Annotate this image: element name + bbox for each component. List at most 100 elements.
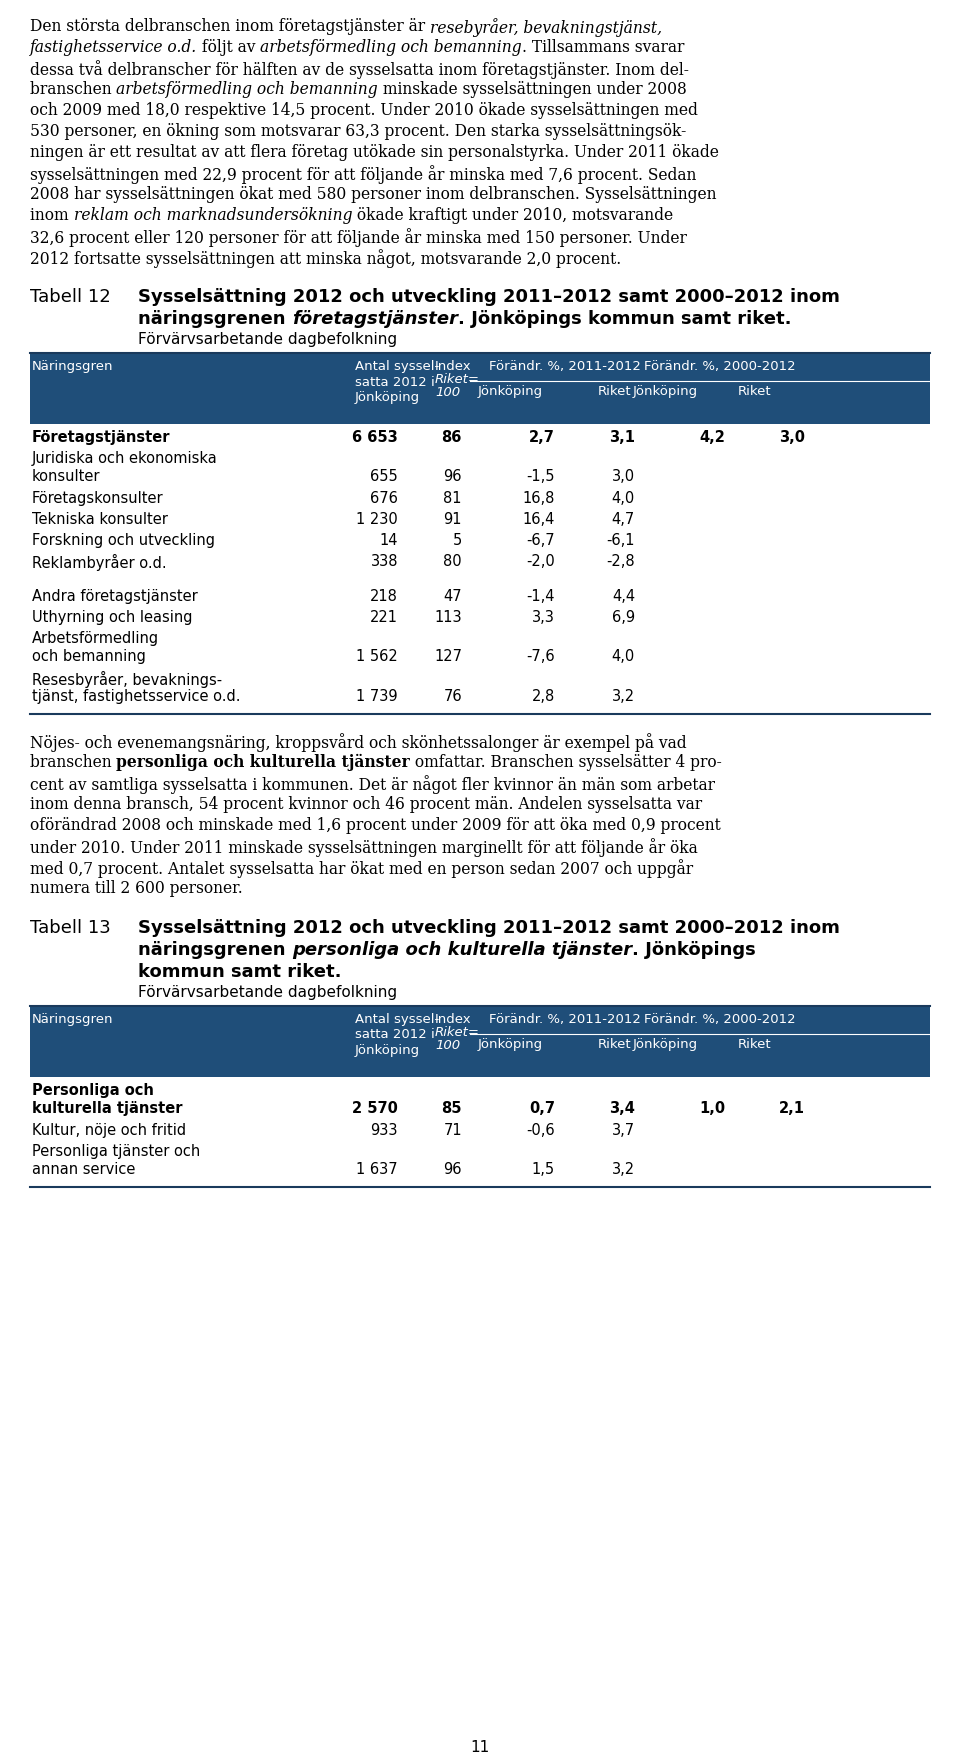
Text: Resesbyråer, bevaknings-: Resesbyråer, bevaknings- [32,671,222,689]
Text: näringsgrenen: näringsgrenen [138,310,292,328]
Text: Förändr. %, 2000-2012: Förändr. %, 2000-2012 [644,359,796,373]
Text: Riket: Riket [598,386,632,398]
Text: 1 739: 1 739 [356,689,398,704]
Text: 3,4: 3,4 [610,1101,635,1116]
Text: ningen är ett resultat av att flera företag utökade sin personalstyrka. Under 20: ningen är ett resultat av att flera före… [30,144,719,160]
Text: Forskning och utveckling: Forskning och utveckling [32,534,215,548]
Text: Riket=: Riket= [435,373,480,386]
Text: med 0,7 procent. Antalet sysselsatta har ökat med en person sedan 2007 och uppgå: med 0,7 procent. Antalet sysselsatta har… [30,859,693,879]
Text: 676: 676 [371,491,398,505]
Text: Kultur, nöje och fritid: Kultur, nöje och fritid [32,1124,186,1138]
Text: Reklambyråer o.d.: Reklambyråer o.d. [32,555,167,571]
Text: kommun samt riket.: kommun samt riket. [138,963,342,981]
Text: 91: 91 [444,512,462,527]
Text: Förvärvsarbetande dagbefolkning: Förvärvsarbetande dagbefolkning [138,984,397,1000]
Text: resebyråer, bevakningstjänst,: resebyråer, bevakningstjänst, [430,18,662,37]
Text: Jönköping: Jönköping [633,386,698,398]
Text: 4,7: 4,7 [612,512,635,527]
Text: 3,2: 3,2 [612,689,635,704]
Text: Riket=: Riket= [435,1027,480,1039]
Text: 96: 96 [444,468,462,484]
Text: 127: 127 [434,650,462,664]
Text: Näringsgren: Näringsgren [32,1013,113,1027]
Text: Förändr. %, 2011-2012: Förändr. %, 2011-2012 [489,359,641,373]
Text: Tabell 13: Tabell 13 [30,919,110,937]
Text: 655: 655 [371,468,398,484]
Text: 81: 81 [444,491,462,505]
Text: 16,4: 16,4 [522,512,555,527]
Text: 47: 47 [444,588,462,604]
Text: 2,8: 2,8 [532,689,555,704]
Text: företagstjänster: företagstjänster [292,310,458,328]
Text: Arbetsförmedling: Arbetsförmedling [32,630,159,646]
Text: 4,0: 4,0 [612,650,635,664]
Text: Förvärvsarbetande dagbefolkning: Förvärvsarbetande dagbefolkning [138,333,397,347]
Text: 32,6 procent eller 120 personer för att följande år minska med 150 personer. Und: 32,6 procent eller 120 personer för att … [30,227,686,247]
Text: 2,7: 2,7 [529,430,555,446]
Bar [30,354,930,424]
Text: Näringsgren: Näringsgren [32,359,113,373]
Text: 1,0: 1,0 [699,1101,725,1116]
Text: följt av: följt av [197,39,260,56]
Text: 3,3: 3,3 [532,609,555,625]
Text: . Jönköpings kommun samt riket.: . Jönköpings kommun samt riket. [458,310,791,328]
Text: dessa två delbranscher för hälften av de sysselsatta inom företagstjänster. Inom: dessa två delbranscher för hälften av de… [30,60,689,79]
Text: tjänst, fastighetsservice o.d.: tjänst, fastighetsservice o.d. [32,689,241,704]
Text: sysselsättningen med 22,9 procent för att följande år minska med 7,6 procent. Se: sysselsättningen med 22,9 procent för at… [30,166,696,183]
Text: Tekniska konsulter: Tekniska konsulter [32,512,168,527]
Text: 2012 fortsatte sysselsättningen att minska något, motsvarande 2,0 procent.: 2012 fortsatte sysselsättningen att mins… [30,248,621,268]
Text: Tabell 12: Tabell 12 [30,289,110,306]
Text: Antal syssel-
satta 2012 i
Jönköping: Antal syssel- satta 2012 i Jönköping [355,359,440,403]
Text: -2,8: -2,8 [607,555,635,569]
Text: 113: 113 [434,609,462,625]
Text: personliga och kulturella tjänster: personliga och kulturella tjänster [116,754,410,771]
Text: arbetsförmedling och bemanning: arbetsförmedling och bemanning [260,39,522,56]
Text: -1,4: -1,4 [526,588,555,604]
Text: kulturella tjänster: kulturella tjänster [32,1101,182,1116]
Text: 1 562: 1 562 [356,650,398,664]
Text: -7,6: -7,6 [526,650,555,664]
Text: konsulter: konsulter [32,468,101,484]
Text: 2008 har sysselsättningen ökat med 580 personer inom delbranschen. Sysselsättnin: 2008 har sysselsättningen ökat med 580 p… [30,187,716,203]
Text: 5: 5 [453,534,462,548]
Text: -0,6: -0,6 [526,1124,555,1138]
Text: inom: inom [30,208,74,224]
Text: Personliga tjänster och: Personliga tjänster och [32,1145,201,1159]
Text: -6,7: -6,7 [526,534,555,548]
Text: 933: 933 [371,1124,398,1138]
Text: Riket: Riket [598,1037,632,1051]
Text: Index: Index [435,1013,471,1041]
Text: Den största delbranschen inom företagstjänster är: Den största delbranschen inom företagstj… [30,18,430,35]
Text: 0,7: 0,7 [529,1101,555,1116]
Text: branschen: branschen [30,81,116,99]
Text: inom denna bransch, 54 procent kvinnor och 46 procent män. Andelen sysselsatta v: inom denna bransch, 54 procent kvinnor o… [30,796,702,814]
Text: . Jönköpings: . Jönköpings [632,940,756,960]
Text: Sysselsättning 2012 och utveckling 2011–2012 samt 2000–2012 inom: Sysselsättning 2012 och utveckling 2011–… [138,919,840,937]
Text: 1,5: 1,5 [532,1162,555,1176]
Text: Riket: Riket [738,1037,772,1051]
Text: Företagstjänster: Företagstjänster [32,430,171,446]
Text: 71: 71 [444,1124,462,1138]
Text: 6,9: 6,9 [612,609,635,625]
Text: 4,2: 4,2 [699,430,725,446]
Text: numera till 2 600 personer.: numera till 2 600 personer. [30,880,243,896]
Text: -2,0: -2,0 [526,555,555,569]
Text: omfattar. Branschen sysselsätter 4 pro-: omfattar. Branschen sysselsätter 4 pro- [410,754,722,771]
Text: 4,0: 4,0 [612,491,635,505]
Text: 3,7: 3,7 [612,1124,635,1138]
Text: 86: 86 [442,430,462,446]
Text: Riket: Riket [738,386,772,398]
Text: 1 230: 1 230 [356,512,398,527]
Text: Personliga och: Personliga och [32,1083,154,1099]
Text: Index: Index [435,359,471,387]
Text: 100: 100 [435,1039,460,1051]
Text: näringsgrenen: näringsgrenen [138,940,292,960]
Text: Jönköping: Jönköping [477,386,542,398]
Text: 530 personer, en ökning som motsvarar 63,3 procent. Den starka sysselsättningsök: 530 personer, en ökning som motsvarar 63… [30,123,686,141]
Text: Förändr. %, 2000-2012: Förändr. %, 2000-2012 [644,1013,796,1027]
Text: Förändr. %, 2011-2012: Förändr. %, 2011-2012 [489,1013,641,1027]
Text: cent av samtliga sysselsatta i kommunen. Det är något fler kvinnor än män som ar: cent av samtliga sysselsatta i kommunen.… [30,775,715,794]
Text: -6,1: -6,1 [607,534,635,548]
Text: Andra företagstjänster: Andra företagstjänster [32,588,198,604]
Text: 6 653: 6 653 [352,430,398,446]
